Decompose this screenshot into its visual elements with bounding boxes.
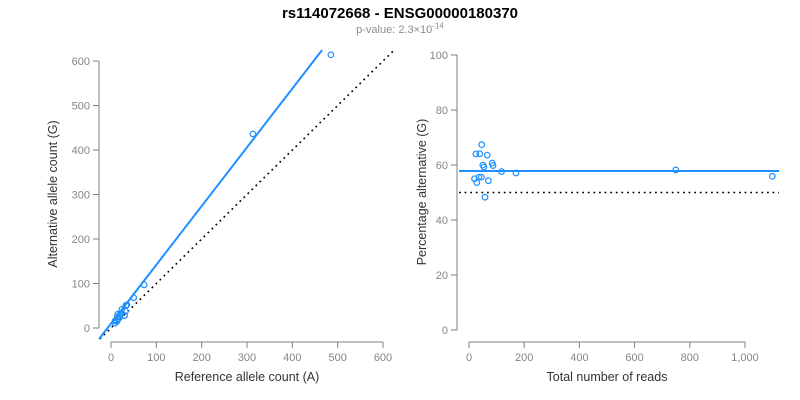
x-tick-label: 800: [681, 352, 699, 364]
y-tick-label: 600: [72, 56, 90, 68]
y-axis-title: Alternative allele count (G): [46, 120, 60, 267]
y-tick-label: 200: [72, 234, 90, 246]
data-point: [480, 163, 488, 171]
y-tick-label: 0: [442, 325, 448, 337]
y-tick-label: 100: [72, 279, 90, 291]
x-tick-label: 500: [328, 352, 346, 364]
data-point: [121, 312, 128, 319]
data-point: [478, 141, 486, 149]
y-tick-label: 40: [436, 215, 448, 227]
y-tick-label: 100: [430, 50, 448, 62]
x-tick-label: 400: [570, 352, 588, 364]
x-tick-label: 400: [283, 352, 301, 364]
data-point: [130, 294, 138, 302]
x-tick-label: 200: [192, 352, 210, 364]
data-point: [512, 169, 520, 177]
y-axis: 0 20 40 60 80 100: [430, 50, 458, 337]
p-value-exponent: -14: [432, 21, 444, 31]
data-point: [768, 172, 776, 180]
x-axis-title: Total number of reads: [547, 370, 668, 384]
data-points: [111, 51, 335, 327]
y-axis-title: Percentage alternative (G): [415, 119, 429, 266]
right-plot: 0 200 400 600 800 1,000 0 20 40 60 80 100 Total numb…: [415, 50, 779, 384]
p-value-base: 2.3×10: [398, 24, 433, 36]
data-point: [118, 305, 126, 313]
x-tick-label: 0: [466, 352, 472, 364]
p-value-subtitle: p-value: 2.3×10-14: [0, 21, 800, 36]
fit-line: [98, 49, 323, 340]
data-point: [489, 162, 497, 169]
data-point: [483, 151, 491, 159]
p-value-prefix: p-value:: [356, 24, 399, 36]
data-point: [327, 51, 335, 59]
y-tick-label: 80: [436, 105, 448, 117]
y-tick-label: 300: [72, 190, 90, 202]
x-tick-label: 0: [108, 352, 114, 364]
data-point: [249, 130, 257, 138]
x-tick-label: 100: [147, 352, 165, 364]
data-point: [498, 168, 505, 176]
left-plot: 0 100 200 300 400 500 600 0 100 200 300 400 500 600 Re…: [46, 49, 395, 384]
y-tick-label: 500: [72, 101, 90, 113]
data-point: [140, 281, 148, 289]
data-point: [123, 301, 131, 309]
y-tick-label: 20: [436, 270, 448, 282]
y-tick-label: 400: [72, 145, 90, 157]
data-point: [481, 193, 489, 201]
x-axis: 0 200 400 600 800 1,000: [466, 341, 759, 364]
data-point: [484, 177, 492, 185]
x-tick-label: 1,000: [731, 352, 759, 364]
data-points: [471, 141, 776, 201]
data-point: [475, 173, 483, 181]
x-tick-label: 300: [238, 352, 256, 364]
data-point: [472, 150, 480, 158]
data-point: [478, 173, 485, 181]
data-point: [476, 150, 484, 158]
data-point: [473, 179, 481, 187]
x-axis: 0 100 200 300 400 500 600: [108, 341, 392, 364]
page-title: rs114072668 - ENSG00000180370: [281, 5, 519, 22]
y-axis: 0 100 200 300 400 500 600: [72, 56, 100, 335]
data-point: [116, 313, 124, 321]
y-tick-label: 0: [84, 323, 90, 335]
x-tick-label: 600: [625, 352, 643, 364]
y-tick-label: 60: [436, 160, 448, 172]
x-axis-title: Reference allele count (A): [175, 370, 320, 384]
x-tick-label: 200: [515, 352, 533, 364]
x-tick-label: 600: [374, 352, 392, 364]
identity-line: [99, 49, 395, 340]
data-point: [672, 166, 680, 174]
